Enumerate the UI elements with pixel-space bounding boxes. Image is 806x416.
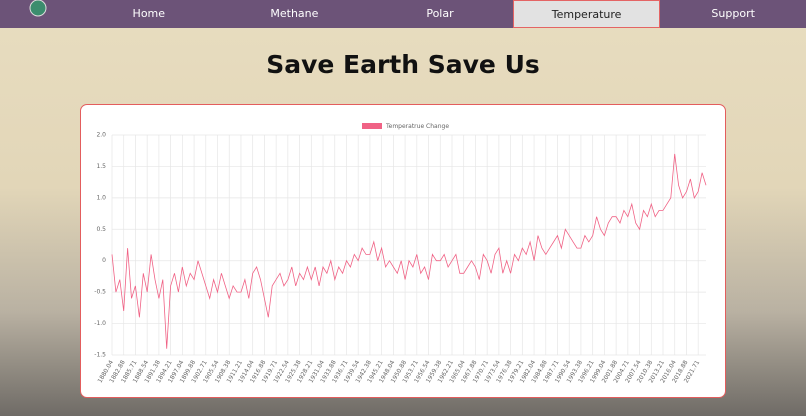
nav-bar: Home Methane Polar Temperature Support [0, 0, 806, 28]
y-tick-label: 1.5 [96, 163, 106, 170]
nav-item[interactable]: Support [711, 7, 755, 20]
nav-item[interactable]: Methane [270, 7, 319, 20]
y-tick-label: 2.0 [96, 132, 106, 139]
logo[interactable] [0, 0, 76, 28]
data-line [111, 153, 707, 349]
chart-card [80, 104, 726, 398]
legend-label: Temperatrue Change [385, 123, 449, 130]
heading: Save Earth Save Us [266, 50, 540, 79]
nav-item[interactable]: Temperature [512, 0, 661, 28]
y-tick-label: -1.0 [94, 320, 106, 327]
y-tick-label: -1.5 [94, 352, 106, 359]
y-tick-label: 0 [102, 257, 106, 264]
y-tick-label: -0.5 [94, 289, 106, 296]
y-tick-label: 0.5 [96, 226, 106, 233]
legend-swatch [362, 123, 382, 129]
chart: 2.01.51.00.50-0.5-1.0-1.51880.041882.881… [94, 123, 707, 384]
nav-item[interactable]: Polar [426, 7, 454, 20]
y-tick-label: 1.0 [96, 194, 106, 201]
nav-item[interactable]: Home [132, 7, 166, 20]
